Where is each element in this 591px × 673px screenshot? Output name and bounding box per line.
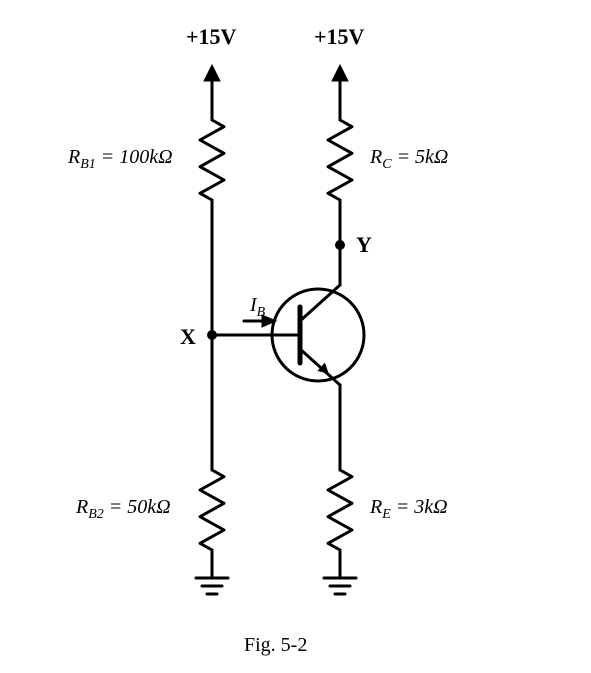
node-y-label: Y <box>356 232 372 258</box>
node-x-label: X <box>180 324 196 350</box>
rc-label: RC = 5kΩ <box>370 146 448 173</box>
circuit-svg <box>0 0 591 673</box>
ib-label: IB <box>250 294 265 321</box>
supply-left-label: +15V <box>186 24 236 50</box>
supply-right-label: +15V <box>314 24 364 50</box>
figure-caption: Fig. 5-2 <box>244 634 307 657</box>
re-label: RE = 3kΩ <box>370 496 448 523</box>
circuit-figure: +15V +15V RB1 = 100kΩ RC = 5kΩ RB2 = 50k… <box>0 0 591 673</box>
rb1-label: RB1 = 100kΩ <box>68 146 173 173</box>
rb2-label: RB2 = 50kΩ <box>76 496 171 523</box>
